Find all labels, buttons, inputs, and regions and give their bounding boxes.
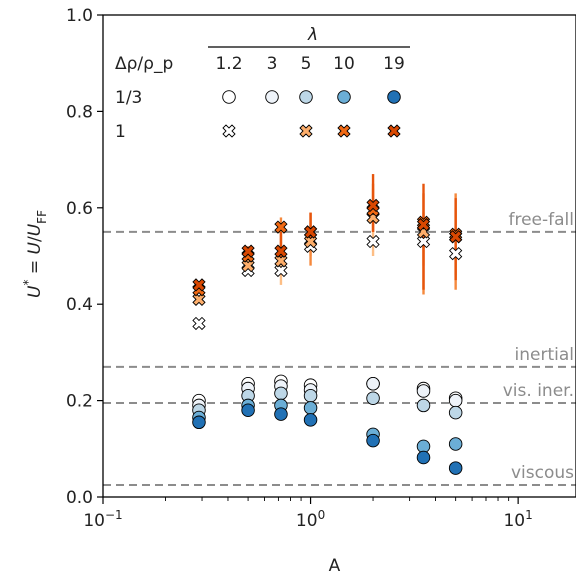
data-point-x xyxy=(416,234,431,249)
data-markers xyxy=(192,198,463,475)
legend-marker-x xyxy=(222,124,236,138)
legend-marker-circle xyxy=(387,90,401,104)
data-point-x xyxy=(449,230,463,244)
legend-marker-x xyxy=(299,124,313,138)
y-tick-label: 0.2 xyxy=(66,392,93,412)
data-point-x xyxy=(366,234,380,249)
data-point-x xyxy=(241,259,255,273)
data-point-circle xyxy=(416,450,431,465)
data-point-x xyxy=(192,278,206,292)
x-tick-label: 100 xyxy=(296,508,325,531)
x-axis-title: A xyxy=(329,556,341,576)
legend-column-label: 3 xyxy=(267,54,278,74)
data-point-x xyxy=(241,244,255,258)
legend-marker-circle xyxy=(337,90,351,104)
y-axis-title: U* = U/UFF xyxy=(21,210,49,298)
reference-lines: free-fall inertial vis. iner. viscous xyxy=(103,210,576,486)
data-point-circle xyxy=(366,433,380,448)
data-point-circle xyxy=(241,403,255,417)
legend-marker-circle xyxy=(299,90,313,104)
data-point-circle xyxy=(448,461,463,475)
data-point-x xyxy=(192,316,206,331)
legend: λ Δρ/ρ_p 1.2 3 5 10 19 1/3 1 xyxy=(115,25,410,142)
data-point-circle xyxy=(366,376,380,391)
data-point-circle xyxy=(448,405,463,420)
data-point-circle xyxy=(366,391,380,405)
data-point-x xyxy=(303,234,318,249)
data-point-circle xyxy=(303,389,318,403)
data-point-x xyxy=(274,220,288,234)
legend-column-label: 5 xyxy=(301,54,312,74)
data-point-circle xyxy=(416,384,431,398)
legend-marker-x xyxy=(337,124,351,138)
data-point-x xyxy=(274,254,288,268)
y-tick-label: 1.0 xyxy=(66,6,93,26)
data-point-circle xyxy=(448,437,463,451)
y-tick-label: 0.6 xyxy=(66,199,93,219)
data-point-circle xyxy=(192,415,206,430)
data-point-circle xyxy=(303,401,318,415)
x-tick-label: 10−1 xyxy=(83,508,122,531)
reference-line-label: viscous xyxy=(511,463,574,483)
axis-ticks: 0.00.20.40.60.81.010−1 100 101 xyxy=(66,6,533,531)
data-point-circle xyxy=(448,393,463,408)
data-point-circle xyxy=(303,413,318,427)
legend-row-title: Δρ/ρ_p xyxy=(115,54,173,74)
legend-column-label: 10 xyxy=(333,54,355,74)
data-point-x xyxy=(366,198,380,213)
data-point-circle xyxy=(274,407,288,421)
legend-column-label: 1.2 xyxy=(215,54,242,74)
reference-line-label: inertial xyxy=(515,345,574,365)
data-point-x xyxy=(274,244,288,258)
legend-marker-x xyxy=(387,124,401,138)
data-point-x xyxy=(303,225,318,239)
data-point-x xyxy=(274,263,288,278)
y-tick-label: 0.0 xyxy=(66,488,93,508)
legend-row-label: 1/3 xyxy=(115,88,142,108)
data-point-x xyxy=(192,292,206,307)
y-tick-label: 0.8 xyxy=(66,102,93,122)
legend-marker-circle xyxy=(222,90,236,104)
legend-column-label: 19 xyxy=(383,54,405,74)
y-tick-label: 0.4 xyxy=(66,295,93,315)
legend-column-title: λ xyxy=(307,25,318,45)
data-point-x xyxy=(416,218,431,232)
plot-frame xyxy=(102,14,576,498)
legend-marker-circle xyxy=(265,90,279,104)
x-tick-label: 101 xyxy=(503,508,532,531)
data-point-circle xyxy=(416,398,431,413)
data-point-circle xyxy=(274,386,288,401)
reference-line-label: free-fall xyxy=(508,210,574,230)
reference-line-label: vis. iner. xyxy=(503,381,574,401)
legend-row-label: 1 xyxy=(115,122,126,142)
data-point-x xyxy=(449,246,463,261)
